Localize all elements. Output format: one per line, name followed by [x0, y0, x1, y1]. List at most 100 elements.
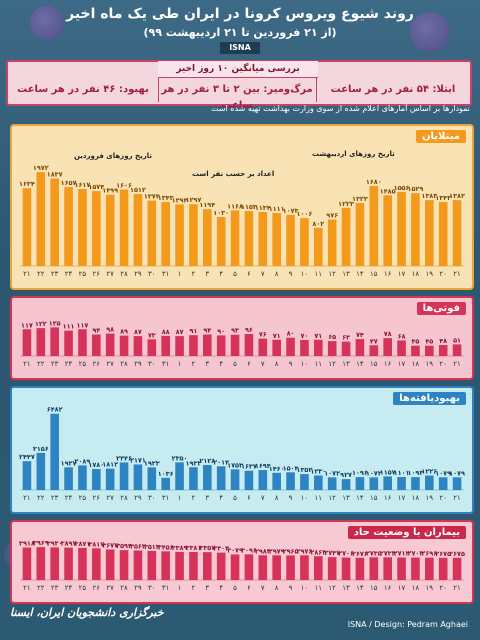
tick-label: ۱۷ [398, 360, 406, 368]
tick-label: ۵ [233, 584, 237, 592]
data-label: ۱۶۸۰ [366, 178, 382, 186]
data-label: ۱۸۳۷ [47, 171, 63, 179]
tick-label: ۲۷ [106, 270, 114, 278]
bar [341, 207, 351, 266]
tick-label: ۶ [247, 360, 251, 368]
tick-label: ۲ [192, 270, 196, 278]
tick-label: ۱۷ [398, 494, 406, 502]
tick-label: ۶ [247, 494, 251, 502]
data-label: ۱۰۷۳ [283, 207, 299, 215]
bar [272, 472, 281, 490]
data-label: ۲۳۵۰ [172, 454, 188, 462]
bar [369, 345, 379, 356]
data-label: ۷۸ [384, 330, 392, 338]
bar [147, 550, 157, 580]
tick-label: ۲۳ [51, 584, 59, 592]
tick-label: ۲۸ [120, 494, 128, 502]
tick-label: ۱ [178, 270, 182, 278]
tick-label: ۲۰ [439, 270, 447, 278]
bar [425, 345, 434, 356]
tick-label: ۲۱ [23, 360, 31, 368]
data-label: ۱۶۹۴ [255, 462, 271, 470]
data-label: ۲۴۴۷ [19, 453, 35, 461]
bar [369, 477, 379, 490]
bar [216, 216, 226, 266]
deaths-chart-panel: ۱۱۷ ۲۱ ۱۲۲ ۲۲ ۱۲۵ ۲۳ ۱۱۱ ۲۴ ۱۱۷ ۲۵ ۹۴ ۲۶ ۹۸ ۲۷ ۸۹ ۲۸ ۸۷ ۲… [10, 296, 474, 380]
tick-label: ۱۲ [328, 270, 336, 278]
data-label: ۹۳ [231, 327, 239, 335]
tick-label: ۲۶ [93, 494, 101, 502]
bar [244, 470, 254, 490]
tick-label: ۲۶ [93, 360, 101, 368]
data-label: ۲۰۱۴ [213, 458, 229, 466]
bar [64, 547, 73, 580]
bar [119, 335, 129, 356]
data-label: ۱۳۲۳ [352, 195, 368, 203]
bar [105, 333, 115, 356]
tick-label: ۷ [261, 360, 265, 368]
bar [175, 204, 184, 266]
recovered-chart-title: بهبودیافته‌ها [393, 392, 466, 405]
bar [341, 341, 351, 356]
tick-label: ۱۰ [301, 494, 309, 502]
data-label: ۶۵ [328, 333, 336, 341]
data-label: ۴۵ [411, 338, 419, 346]
tick-label: ۴ [219, 360, 223, 368]
data-label: ۱۷۸۰ [88, 461, 104, 469]
page-title: روند شیوع ویروس کرونا در ایران طی یک ماه… [66, 6, 414, 22]
tick-label: ۲۹ [134, 584, 142, 592]
data-label: ۳۰۷۹ [227, 546, 243, 554]
bar [175, 336, 184, 356]
bar [397, 191, 406, 266]
hint-ordibehesht: تاریخ روزهای اردیبهشت [312, 150, 395, 158]
bar [383, 557, 392, 580]
data-label: ۴۷ [370, 337, 378, 345]
bar [425, 557, 434, 580]
bar [314, 475, 323, 490]
data-label: ۷۱ [314, 332, 322, 340]
data-label: ۱۱۱۱ [269, 205, 285, 213]
data-label: ۳۴۵۶ [158, 543, 174, 551]
bar [119, 189, 129, 266]
bar [161, 477, 170, 490]
tick-label: ۱۸ [412, 360, 420, 368]
tick-label: ۹ [289, 270, 293, 278]
data-label: ۱۵۲۹ [408, 185, 424, 193]
data-label: ۱۲۲۳ [338, 200, 354, 208]
bar [203, 552, 212, 580]
bar [452, 344, 462, 356]
tick-label: ۷ [261, 494, 265, 502]
tick-label: ۲۲ [37, 360, 45, 368]
bar [300, 474, 309, 490]
data-label: ۲۶۷۵ [449, 550, 465, 558]
deaths-chart: ۱۱۷۲۱۱۲۲۲۲۱۲۵۲۳۱۱۱۲۴۱۱۷۲۵۹۴۲۶۹۸۲۷۸۹۲۸۸۷۲… [20, 319, 464, 368]
tick-label: ۱۲ [328, 584, 336, 592]
tick-label: ۲۱ [453, 270, 461, 278]
data-label: ۲۶۷۶ [352, 550, 368, 558]
bar [161, 202, 170, 266]
data-label: ۳۹۱۸ [19, 540, 35, 548]
tick-label: ۵ [233, 494, 237, 502]
data-label: ۹۴ [92, 327, 100, 335]
bar [355, 477, 365, 490]
data-label: ۹۱ [189, 327, 197, 335]
bar [244, 211, 254, 266]
tick-label: ۳۰ [148, 494, 156, 502]
bar [327, 477, 337, 490]
data-label: ۱۴۶۰ [269, 465, 285, 473]
bar [341, 479, 351, 490]
data-label: ۲۷۴۷ [324, 549, 340, 557]
data-label: ۱۱۹۴ [199, 201, 215, 209]
tick-label: ۲۵ [79, 270, 87, 278]
tick-label: ۵ [233, 270, 237, 278]
footer-credit: ISNA / Design: Pedram Aghaei [347, 620, 468, 629]
bar [22, 461, 32, 490]
bar [230, 554, 240, 580]
bar [78, 189, 87, 266]
bar [438, 557, 448, 580]
hint-unit: اعداد بر حسب نفر است [192, 170, 275, 178]
bar [36, 452, 46, 490]
bar [452, 200, 462, 266]
tick-label: ۲۰ [439, 494, 447, 502]
data-label: ۲۹۷۹ [269, 547, 285, 555]
